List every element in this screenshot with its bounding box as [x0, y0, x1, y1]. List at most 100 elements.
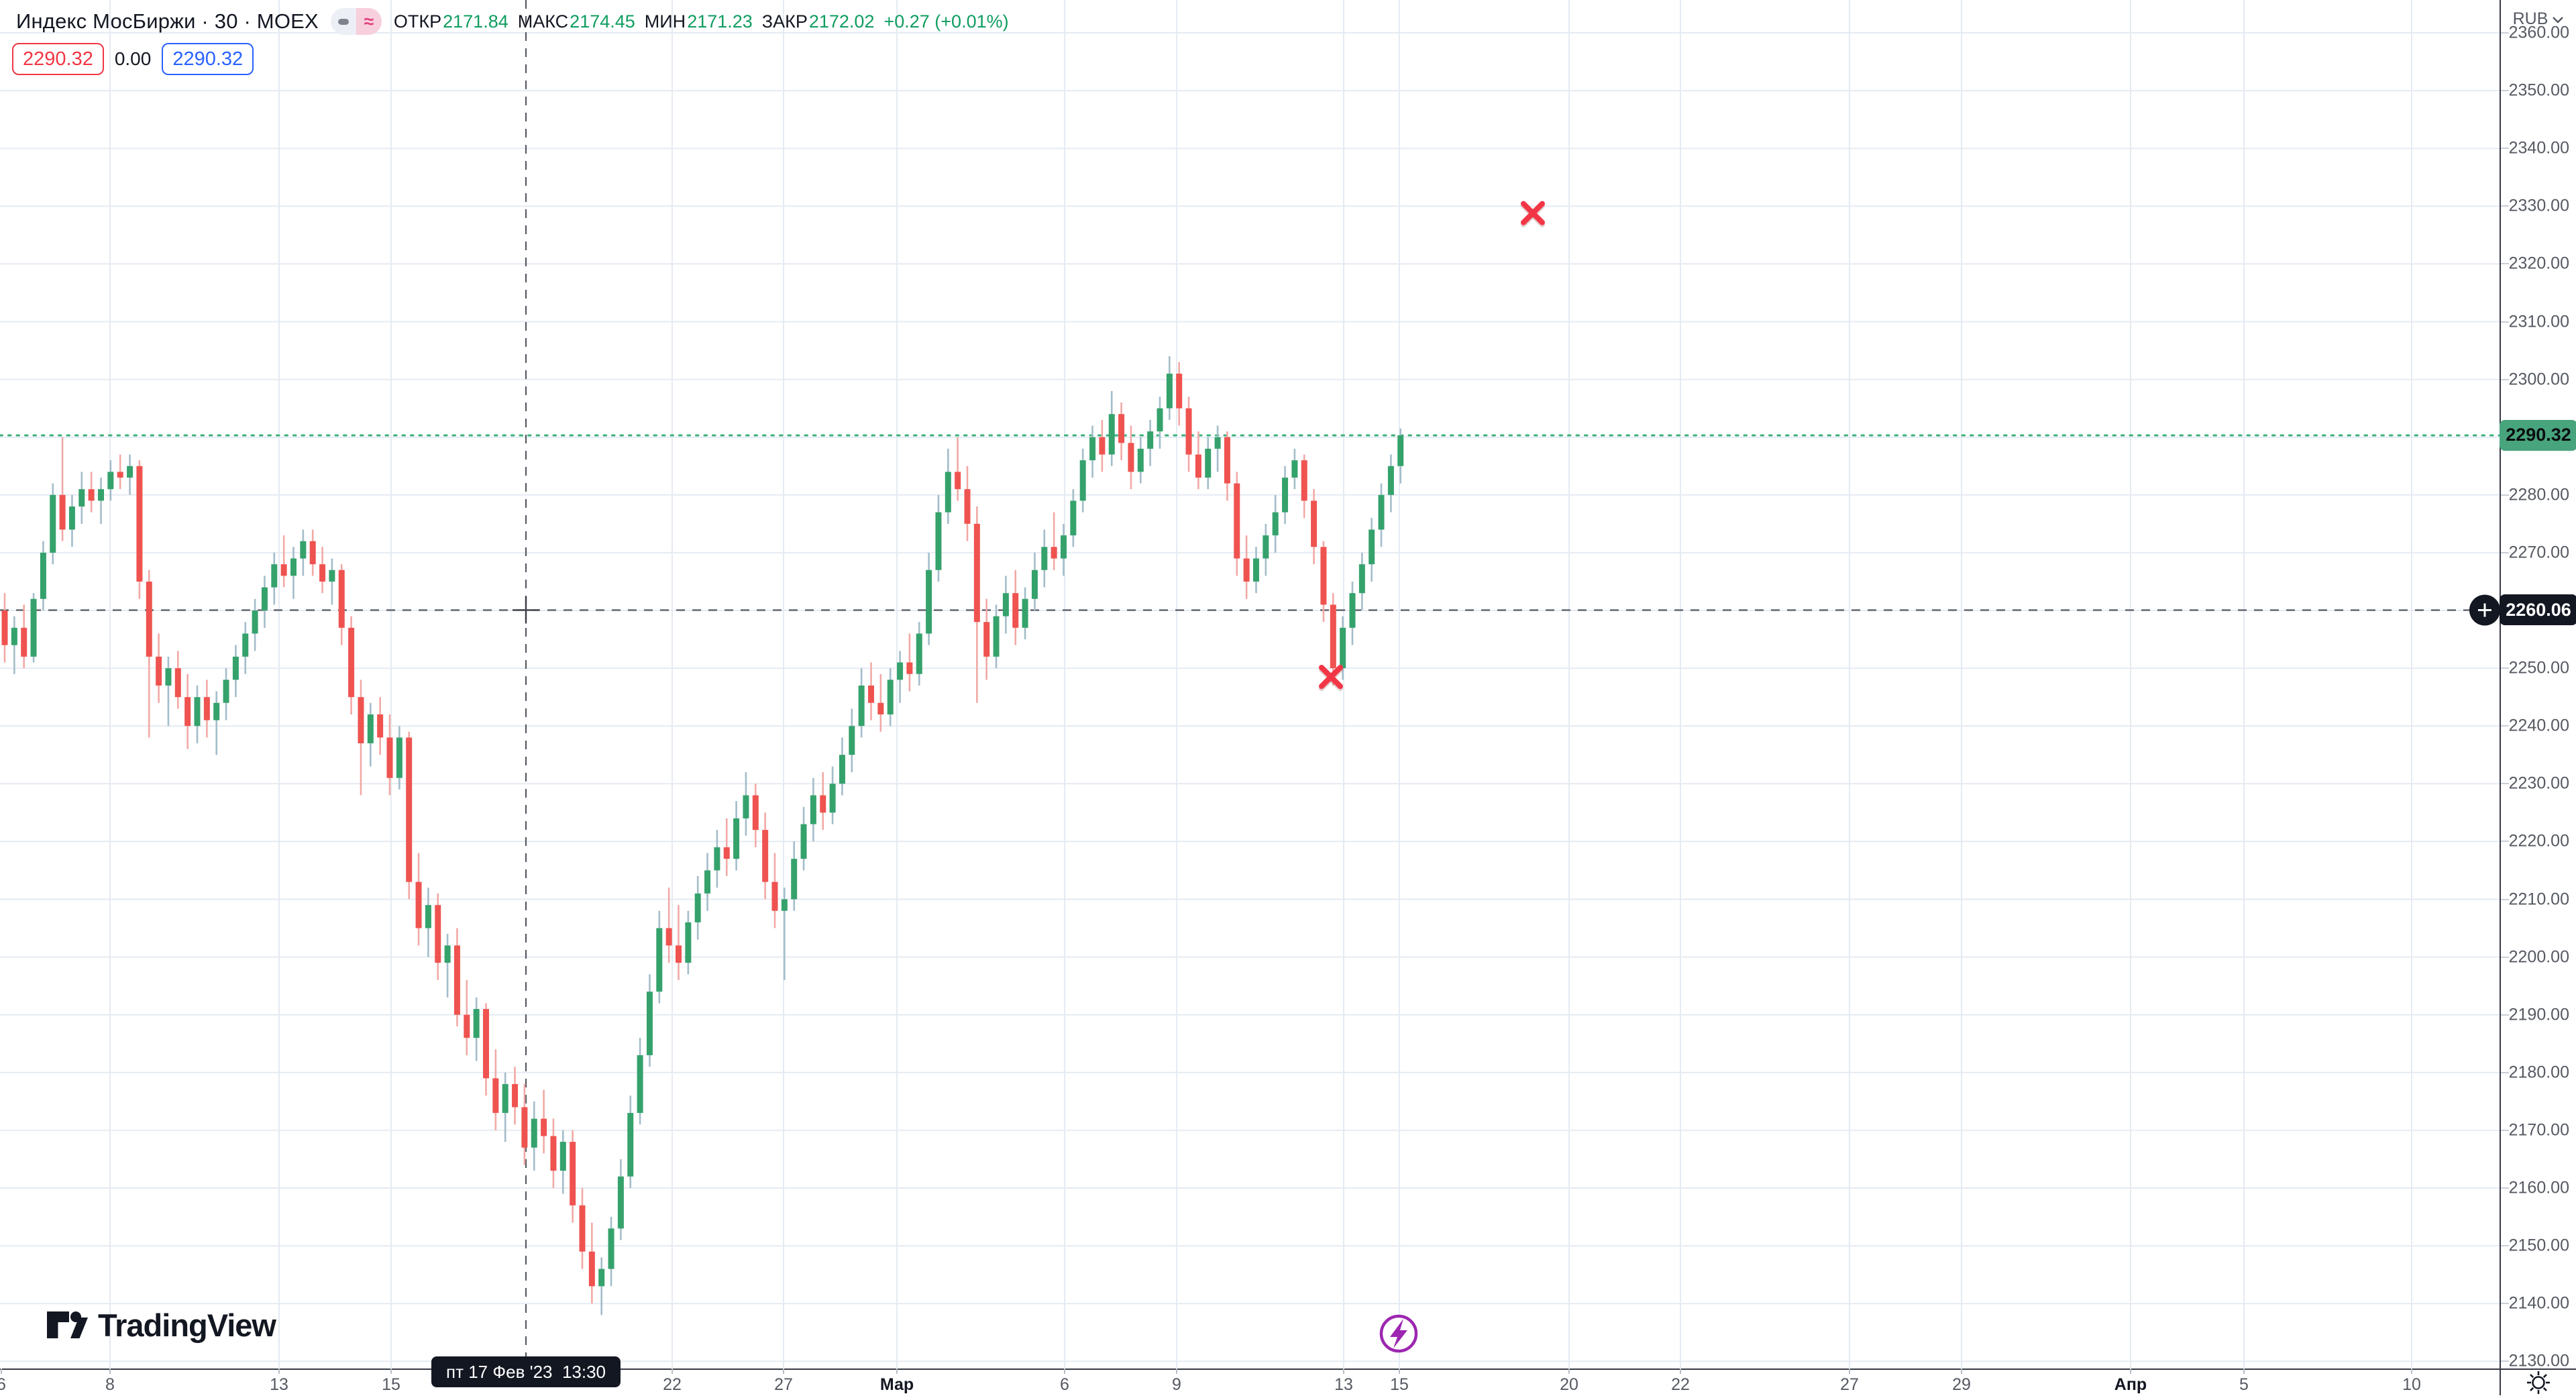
- time-tick-label: 22: [663, 1375, 682, 1394]
- close-value: 2172.02: [808, 11, 875, 32]
- time-tick-mark: [1680, 1368, 1681, 1374]
- time-tick-label: 9: [1172, 1375, 1181, 1394]
- currency-label: RUB: [2512, 9, 2548, 28]
- time-tick-mark: [1399, 1368, 1400, 1374]
- high-value: 2174.45: [570, 11, 635, 32]
- open-label: ОТКР: [393, 11, 442, 32]
- trade-buttons-row: 2290.32 0.00 2290.32: [12, 43, 254, 75]
- market-status-pill[interactable]: ≈: [330, 8, 382, 35]
- time-tick-mark: [278, 1368, 280, 1374]
- time-month-label: Мар: [879, 1375, 914, 1394]
- price-tick-mark: [2501, 725, 2509, 727]
- time-tick-label: 20: [1560, 1375, 1578, 1394]
- time-tick-label: 29: [1952, 1375, 1971, 1394]
- crosshair-price-label: 2260.06: [2500, 594, 2576, 626]
- grid-vertical-lines: [109, 0, 2412, 1368]
- price-tick-label: 2350.00: [2508, 80, 2569, 100]
- time-tick-mark: [672, 1368, 673, 1374]
- price-tick-label: 2230.00: [2508, 773, 2569, 793]
- chevron-down-icon: [2553, 17, 2564, 24]
- price-tick-mark: [2501, 90, 2509, 92]
- price-tick-mark: [2501, 1129, 2509, 1131]
- low-value: 2171.23: [687, 11, 753, 32]
- market-status-dash-icon: [330, 8, 356, 35]
- currency-selector[interactable]: RUB: [2501, 9, 2576, 29]
- price-tick-mark: [2501, 1360, 2509, 1362]
- event-lightning-icon[interactable]: [1379, 1314, 1418, 1353]
- candles: [1, 356, 1404, 1316]
- time-month-label: Апр: [2114, 1375, 2147, 1394]
- current-price-label: 2290.32: [2500, 419, 2576, 451]
- price-tick-mark: [2501, 898, 2509, 900]
- price-tick-mark: [2501, 32, 2509, 34]
- time-tick-label: 22: [1671, 1375, 1690, 1394]
- price-tick-mark: [2501, 783, 2509, 785]
- price-tick-label: 2220.00: [2508, 831, 2569, 851]
- time-tick-mark: [1568, 1368, 1570, 1374]
- price-tick-label: 2320.00: [2508, 254, 2569, 273]
- tradingview-logo-icon: [47, 1311, 88, 1338]
- price-tick-mark: [2501, 205, 2509, 207]
- price-tick-label: 2340.00: [2508, 138, 2569, 158]
- crosshair-cursor: [513, 596, 539, 624]
- time-tick-label: 27: [1840, 1375, 1859, 1394]
- price-tick-label: 2150.00: [2508, 1236, 2569, 1255]
- time-tick-label: 10: [2402, 1375, 2421, 1394]
- price-tick-label: 2270.00: [2508, 543, 2569, 562]
- add-order-plus-button[interactable]: [2469, 594, 2500, 626]
- time-tick-mark: [1176, 1368, 1177, 1374]
- time-tick-mark: [109, 1368, 111, 1374]
- tradingview-logo-text: TradingView: [98, 1307, 276, 1343]
- low-label: МИН: [644, 11, 686, 32]
- price-tick-label: 2310.00: [2508, 312, 2569, 331]
- time-tick-label: 6: [1060, 1375, 1069, 1394]
- symbol-title[interactable]: Индекс МосБиржи · 30 · MOEX: [16, 9, 319, 33]
- time-axis[interactable]: пт 17 Фев '23 13:30 6 8 13 15 22 27 Мар 6 9 13 15 2…: [0, 1356, 2576, 1395]
- axis-settings-button[interactable]: [2500, 1368, 2576, 1395]
- time-tick-mark: [2130, 1368, 2131, 1374]
- price-tick-label: 2130.00: [2508, 1351, 2569, 1371]
- change-value: +0.27 (+0.01%): [883, 11, 1009, 32]
- price-tick-label: 2200.00: [2508, 947, 2569, 967]
- price-tick-mark: [2501, 494, 2509, 496]
- ohlc-readout: ОТКР 2171.84 МАКС 2174.45 МИН 2171.23 ЗАКР 2…: [394, 11, 1009, 32]
- price-tick-label: 2160.00: [2508, 1178, 2569, 1197]
- price-tick-mark: [2501, 1014, 2509, 1016]
- time-tick-mark: [1064, 1368, 1065, 1374]
- grid-horizontal-lines: [0, 32, 2500, 1362]
- time-tick-label: 5: [2239, 1375, 2249, 1394]
- time-tick-mark: [1961, 1368, 1962, 1374]
- tradingview-logo[interactable]: TradingView: [46, 1307, 276, 1344]
- time-tick-mark: [1343, 1368, 1344, 1374]
- buy-button[interactable]: 2290.32: [162, 43, 254, 75]
- price-tick-mark: [2501, 551, 2509, 553]
- price-tick-mark: [2501, 148, 2509, 150]
- price-axis[interactable]: RUB 2290.32 2260.06 2360.00 2350.00 2340.0…: [2500, 0, 2576, 1371]
- price-tick-label: 2190.00: [2508, 1005, 2569, 1024]
- price-tick-label: 2280.00: [2508, 485, 2569, 504]
- open-value: 2171.84: [443, 11, 508, 32]
- price-tick-mark: [2501, 667, 2509, 669]
- time-tick-mark: [896, 1368, 898, 1374]
- price-tick-label: 2250.00: [2508, 658, 2569, 678]
- red-cross-marker-1[interactable]: [1319, 665, 1343, 692]
- price-tick-label: 2140.00: [2508, 1293, 2569, 1313]
- time-tick-label: 15: [382, 1375, 400, 1394]
- time-tick-label: 6: [0, 1375, 6, 1394]
- price-tick-mark: [2501, 841, 2509, 843]
- price-tick-mark: [2501, 321, 2509, 323]
- time-tick-label: 13: [270, 1375, 288, 1394]
- price-tick-label: 2360.00: [2508, 23, 2569, 42]
- time-tick-mark: [390, 1368, 392, 1374]
- crosshair-time-label: пт 17 Фев '23 13:30: [431, 1356, 621, 1387]
- high-label: МАКС: [517, 11, 569, 32]
- sell-button[interactable]: 2290.32: [12, 43, 104, 75]
- price-tick-mark: [2501, 378, 2509, 380]
- price-tick-mark: [2501, 1071, 2509, 1073]
- red-cross-marker-2[interactable]: [1521, 201, 1545, 227]
- price-tick-mark: [2501, 263, 2509, 265]
- price-tick-mark: [2501, 1245, 2509, 1247]
- price-tick-label: 2180.00: [2508, 1063, 2569, 1082]
